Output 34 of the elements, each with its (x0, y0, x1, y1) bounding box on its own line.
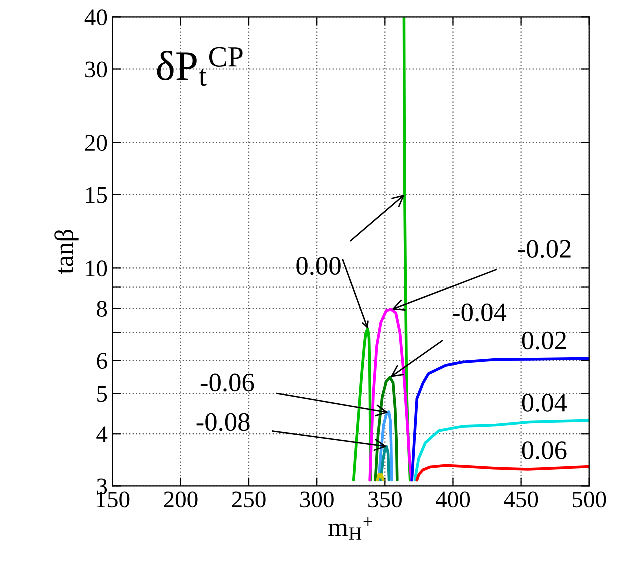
x-axis-title: m$_{H}$$^{+}$ (328, 517, 372, 540)
annotation: -0.02 (518, 240, 571, 258)
y-tick-label: 30 (86, 62, 108, 78)
text: δP$_{t}$$^{CP}$ (157, 47, 243, 86)
y-axis-title: tanβ (54, 230, 79, 274)
x-tick-label: 300 (300, 492, 334, 508)
annotation: -0.06 (200, 374, 254, 392)
x-tick-label: 200 (164, 492, 198, 508)
y-tick-label: 8 (97, 301, 108, 318)
y-tick-label: 15 (86, 187, 108, 204)
line-series (378, 410, 394, 482)
line-series (410, 357, 590, 482)
annotation: -0.08 (196, 413, 250, 432)
line-series (374, 376, 399, 482)
y-tick-label: 20 (85, 135, 108, 152)
x-tick-label: 450 (504, 492, 538, 508)
x-tick-label: 250 (232, 492, 266, 508)
x-tick-label: 400 (436, 492, 470, 508)
annotation: 0.02 (522, 332, 566, 350)
annotation: 0.00 (296, 257, 341, 276)
line-series (380, 445, 391, 482)
y-tick-label: 4 (96, 426, 108, 442)
y-tick-label: 10 (86, 260, 108, 277)
annotation: 0.04 (522, 394, 568, 412)
y-tick-label: 5 (98, 386, 108, 402)
line-series (368, 308, 414, 482)
line-series (416, 464, 590, 482)
line-series (414, 419, 590, 482)
x-tick-label: 350 (368, 492, 402, 508)
annotation: 0.06 (522, 442, 567, 460)
annotation: -0.04 (452, 304, 507, 322)
y-tick-label: 6 (97, 353, 108, 370)
y-tick-label: 40 (84, 10, 108, 26)
x-tick-label: 500 (573, 492, 606, 508)
